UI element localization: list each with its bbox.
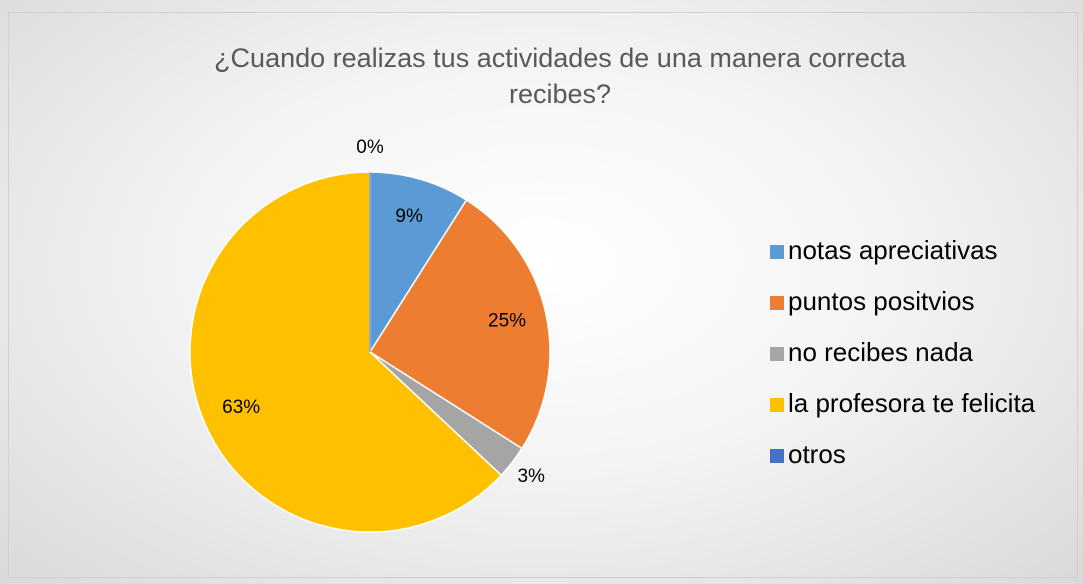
legend-swatch xyxy=(770,347,784,361)
pie-slice xyxy=(189,171,503,533)
data-label: 3% xyxy=(517,466,545,487)
data-label: 9% xyxy=(395,206,423,227)
pie-slice xyxy=(369,171,468,355)
legend-label: puntos positvios xyxy=(788,286,974,316)
data-label: 63% xyxy=(222,397,260,418)
legend-label: otros xyxy=(788,439,846,469)
chart-title: ¿Cuando realizas tus actividades de una … xyxy=(214,43,906,109)
data-label: 0% xyxy=(356,137,384,158)
chart-frame xyxy=(8,12,1078,578)
legend-swatch xyxy=(770,296,784,310)
legend-swatch xyxy=(770,449,784,463)
legend-swatch xyxy=(770,398,784,412)
legend-swatch xyxy=(770,245,784,259)
legend-label: la profesora te felicita xyxy=(788,388,1036,418)
legend-label: notas apreciativas xyxy=(788,235,998,265)
data-label: 25% xyxy=(488,310,526,331)
pie-slice xyxy=(368,198,551,450)
legend-label: no recibes nada xyxy=(788,337,974,367)
